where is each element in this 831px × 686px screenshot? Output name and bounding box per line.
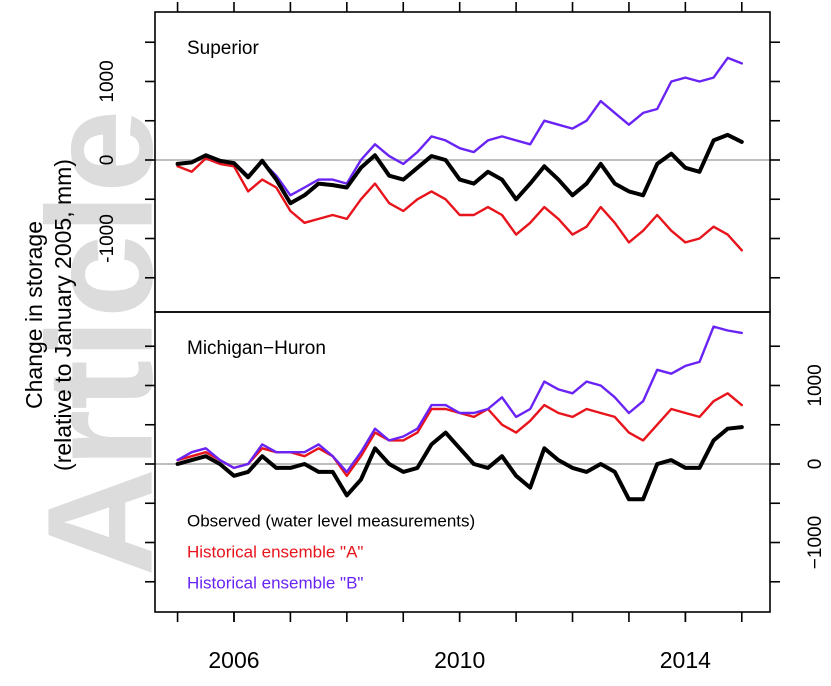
y-tick-label: 0 <box>805 459 826 470</box>
panel-frame <box>154 311 771 613</box>
y-tick-label: 1000 <box>805 364 826 406</box>
legend-entry: Historical ensemble "B" <box>187 573 363 592</box>
legend-entry: Observed (water level measurements) <box>187 511 475 530</box>
data-line <box>175 132 744 206</box>
data-line <box>176 157 743 252</box>
panel-title: Superior <box>187 38 259 59</box>
y-axis-label: Change in storage <box>21 221 47 409</box>
data-line <box>176 325 743 474</box>
data-line <box>176 56 743 197</box>
y-axis-label: (relative to January 2005, mm) <box>50 159 76 471</box>
legend-entry: Historical ensemble "A" <box>187 542 363 561</box>
y-tick-label: -1000 <box>97 214 118 263</box>
x-tick-label: 2010 <box>434 647 485 673</box>
y-tick-label: 1000 <box>97 60 118 102</box>
y-tick-label: −1000 <box>805 516 826 569</box>
data-line <box>175 425 744 502</box>
y-tick-label: 0 <box>97 155 118 166</box>
x-tick-label: 2014 <box>660 647 711 673</box>
x-tick-label: 2006 <box>208 647 259 673</box>
panel-title: Michigan−Huron <box>187 338 326 359</box>
